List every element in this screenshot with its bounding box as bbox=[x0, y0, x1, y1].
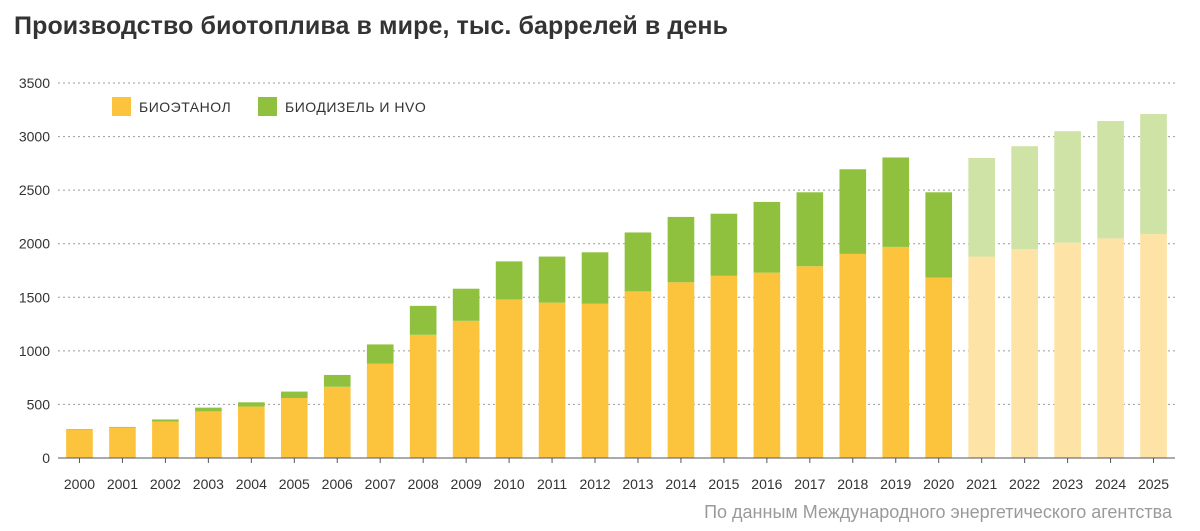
x-tick-label: 2012 bbox=[579, 476, 610, 492]
bar-biodiesel-hvo-2011 bbox=[538, 256, 566, 303]
x-tick-label: 2008 bbox=[408, 476, 439, 492]
legend-label: БИОДИЗЕЛЬ И HVO bbox=[285, 99, 426, 115]
x-tick-label: 2005 bbox=[279, 476, 310, 492]
bar-biodiesel-hvo-2017 bbox=[796, 192, 824, 267]
bar-biodiesel-hvo-2003 bbox=[195, 407, 222, 412]
y-tick-label: 500 bbox=[27, 396, 51, 412]
bar-bioethanol-2019 bbox=[882, 246, 910, 458]
bar-bioethanol-2015 bbox=[710, 275, 738, 458]
bar-bioethanol-2024 bbox=[1097, 238, 1124, 458]
bar-biodiesel-hvo-2000 bbox=[66, 429, 93, 430]
bar-biodiesel-hvo-2018 bbox=[839, 169, 867, 254]
y-tick-label: 0 bbox=[42, 450, 50, 466]
x-tick-label: 2024 bbox=[1095, 476, 1126, 492]
x-tick-label: 2013 bbox=[622, 476, 653, 492]
bar-bioethanol-2025 bbox=[1140, 234, 1167, 458]
bar-biodiesel-hvo-2012 bbox=[581, 252, 609, 304]
bar-bioethanol-2001 bbox=[109, 427, 136, 458]
x-tick-label: 2014 bbox=[665, 476, 696, 492]
x-tick-label: 2022 bbox=[1009, 476, 1040, 492]
x-tick-label: 2006 bbox=[322, 476, 353, 492]
x-tick-label: 2018 bbox=[837, 476, 868, 492]
bar-bioethanol-2002 bbox=[152, 421, 179, 458]
bar-biodiesel-hvo-2015 bbox=[710, 213, 738, 276]
source-note: По данным Международного энергетического… bbox=[704, 502, 1172, 522]
x-tick-label: 2016 bbox=[751, 476, 782, 492]
legend-swatch-bioethanol bbox=[112, 97, 131, 116]
x-tick-label: 2002 bbox=[150, 476, 181, 492]
bar-bioethanol-2020 bbox=[925, 277, 953, 458]
bar-bioethanol-2004 bbox=[238, 406, 265, 458]
y-tick-label: 3000 bbox=[19, 129, 50, 145]
x-tick-label: 2004 bbox=[236, 476, 267, 492]
bar-bioethanol-2008 bbox=[409, 334, 437, 458]
x-tick-label: 2009 bbox=[451, 476, 482, 492]
x-tick-label: 2017 bbox=[794, 476, 825, 492]
bar-biodiesel-hvo-2023 bbox=[1054, 131, 1081, 243]
bar-bioethanol-2021 bbox=[968, 256, 995, 458]
bar-bioethanol-2016 bbox=[753, 272, 781, 458]
x-tick-label: 2007 bbox=[365, 476, 396, 492]
bar-biodiesel-hvo-2016 bbox=[753, 201, 781, 273]
bar-bioethanol-2017 bbox=[796, 266, 824, 458]
bar-biodiesel-hvo-2013 bbox=[624, 232, 652, 292]
bar-biodiesel-hvo-2007 bbox=[366, 344, 394, 364]
bar-bioethanol-2022 bbox=[1011, 249, 1038, 458]
bar-bioethanol-2006 bbox=[323, 386, 351, 458]
y-tick-label: 3500 bbox=[19, 75, 50, 91]
x-tick-label: 2023 bbox=[1052, 476, 1083, 492]
bar-bioethanol-2010 bbox=[495, 299, 523, 458]
legend-label: БИОЭТАНОЛ bbox=[139, 99, 231, 115]
bar-biodiesel-hvo-2025 bbox=[1140, 114, 1167, 235]
bar-biodiesel-hvo-2008 bbox=[409, 305, 437, 335]
bar-biodiesel-hvo-2010 bbox=[495, 261, 523, 300]
x-tick-label: 2021 bbox=[966, 476, 997, 492]
bar-bioethanol-2013 bbox=[624, 291, 652, 458]
bar-biodiesel-hvo-2004 bbox=[238, 402, 265, 407]
x-tick-label: 2020 bbox=[923, 476, 954, 492]
bar-biodiesel-hvo-2024 bbox=[1097, 121, 1124, 239]
bar-bioethanol-2011 bbox=[538, 302, 566, 458]
legend: БИОЭТАНОЛ БИОДИЗЕЛЬ И HVO bbox=[112, 97, 426, 116]
bar-bioethanol-2018 bbox=[839, 253, 867, 458]
bar-bioethanol-2023 bbox=[1054, 242, 1081, 458]
bar-biodiesel-hvo-2019 bbox=[882, 157, 910, 247]
x-tick-label: 2019 bbox=[880, 476, 911, 492]
x-tick-label: 2015 bbox=[708, 476, 739, 492]
y-tick-label: 1000 bbox=[19, 343, 50, 359]
bar-bioethanol-2009 bbox=[452, 320, 480, 458]
x-axis: 2000 2001 2002 2003 2004 2005 2006 2007 2008 2009… bbox=[58, 457, 1175, 492]
legend-swatch-biodiesel-hvo bbox=[258, 97, 277, 116]
bar-bioethanol-2000 bbox=[66, 429, 93, 458]
bar-biodiesel-hvo-2002 bbox=[152, 419, 179, 422]
bar-bioethanol-2014 bbox=[667, 282, 695, 458]
bar-bioethanol-2007 bbox=[366, 363, 394, 458]
chart-title: Производство биотоплива в мире, тыс. бар… bbox=[14, 12, 729, 40]
x-tick-label: 2001 bbox=[107, 476, 138, 492]
y-axis: 0 500 1000 1500 2000 2500 3000 3500 bbox=[19, 75, 50, 466]
y-tick-label: 2500 bbox=[19, 182, 50, 198]
bar-biodiesel-hvo-2020 bbox=[925, 192, 953, 278]
x-tick-label: 2011 bbox=[537, 476, 567, 492]
x-tick-label: 2025 bbox=[1138, 476, 1169, 492]
bar-bioethanol-2003 bbox=[195, 411, 222, 458]
bar-biodiesel-hvo-2005 bbox=[280, 391, 308, 398]
bar-biodiesel-hvo-2001 bbox=[109, 426, 136, 428]
bar-biodiesel-hvo-2006 bbox=[323, 374, 351, 387]
y-tick-label: 2000 bbox=[19, 236, 50, 252]
bars bbox=[66, 114, 1167, 458]
bar-bioethanol-2012 bbox=[581, 303, 609, 458]
x-tick-label: 2010 bbox=[494, 476, 525, 492]
grid-lines bbox=[58, 82, 1175, 405]
bar-biodiesel-hvo-2009 bbox=[452, 288, 480, 321]
y-tick-label: 1500 bbox=[19, 289, 50, 305]
bar-biodiesel-hvo-2014 bbox=[667, 216, 695, 283]
bar-biodiesel-hvo-2022 bbox=[1011, 146, 1038, 250]
bar-bioethanol-2005 bbox=[280, 398, 308, 458]
x-tick-label: 2003 bbox=[193, 476, 224, 492]
bar-biodiesel-hvo-2021 bbox=[968, 158, 995, 257]
x-tick-label: 2000 bbox=[64, 476, 95, 492]
